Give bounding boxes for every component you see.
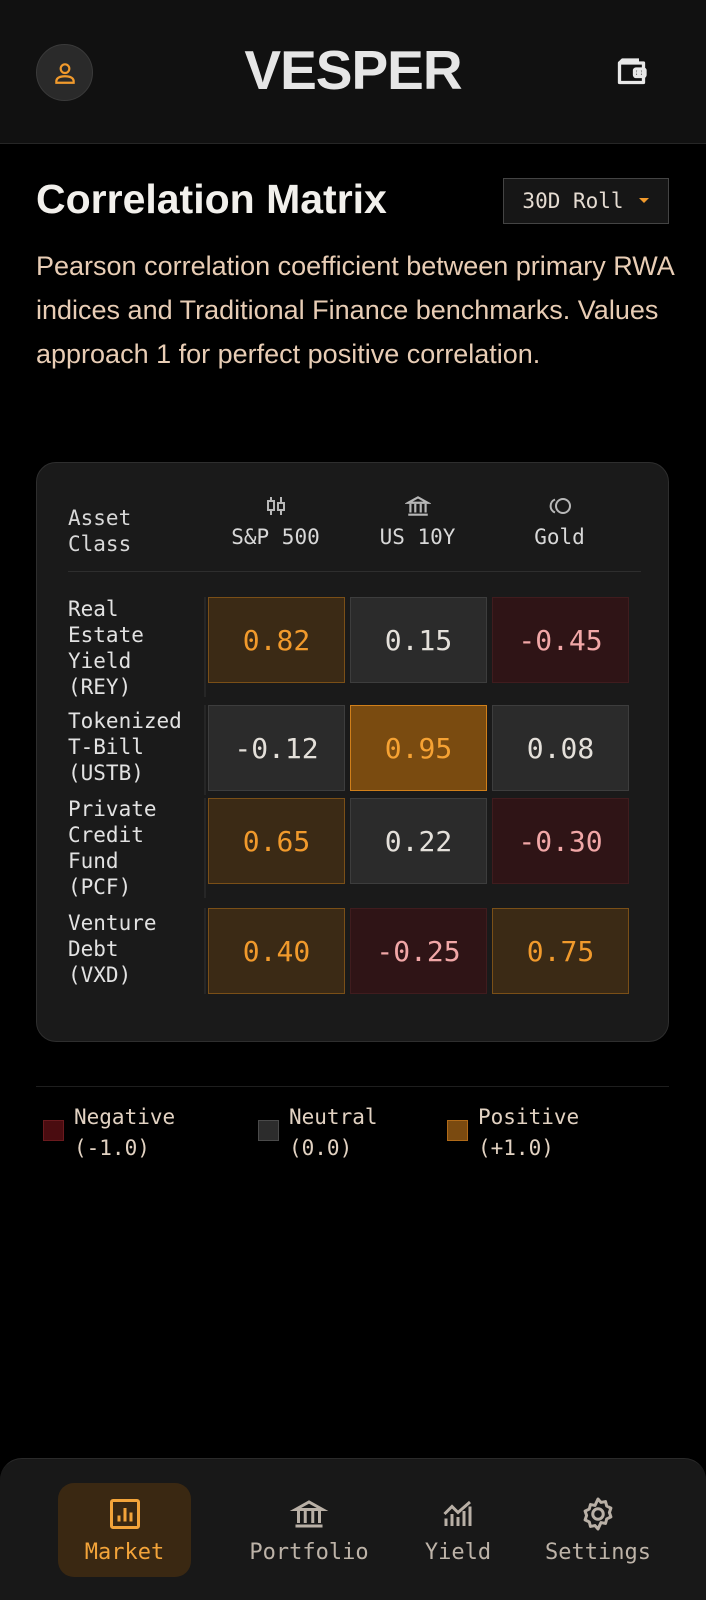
legend-swatch [447, 1120, 468, 1141]
corner-label: Asset Class [68, 506, 132, 556]
row-label-vxd: Venture Debt (VXD) [68, 911, 157, 987]
user-icon [54, 62, 75, 84]
candlestick-icon [266, 497, 285, 515]
period-value: 30D Roll [522, 189, 624, 213]
matrix-cell[interactable]: 0.15 [350, 597, 487, 683]
row-label-ustb: Tokenized T-Bill (USTB) [68, 709, 182, 785]
profile-button[interactable] [36, 44, 93, 101]
bank-icon [289, 1499, 329, 1527]
matrix-cell[interactable]: 0.82 [208, 597, 345, 683]
row-divider [204, 798, 206, 898]
legend-negative: Negative (-1.0) [43, 1102, 175, 1164]
gear-icon [583, 1497, 613, 1530]
row-divider [204, 908, 206, 994]
wallet-button[interactable] [613, 52, 653, 92]
bank-icon [404, 496, 431, 516]
matrix-cell[interactable]: -0.12 [208, 705, 345, 791]
nav-settings[interactable]: Settings [536, 1483, 660, 1577]
nav-portfolio[interactable]: Portfolio [244, 1483, 374, 1577]
brand-title: VESPER [244, 39, 462, 101]
page-description: Pearson correlation coefficient between … [36, 251, 674, 369]
legend-swatch [43, 1120, 64, 1141]
app-header: VESPER [0, 0, 706, 144]
matrix-cell[interactable]: 0.40 [208, 908, 345, 994]
chevron-down-icon [638, 198, 649, 203]
legend-positive: Positive (+1.0) [447, 1102, 579, 1164]
row-label-pcf: Private Credit Fund (PCF) [68, 797, 157, 899]
legend-divider [36, 1086, 669, 1087]
header-divider [68, 571, 641, 572]
legend-neutral: Neutral (0.0) [258, 1102, 378, 1164]
nav-market[interactable]: Market [58, 1483, 191, 1577]
matrix-cell[interactable]: 0.95 [350, 705, 487, 791]
matrix-cell[interactable]: 0.22 [350, 798, 487, 884]
wallet-icon [617, 58, 647, 85]
column-header-us10y: US 10Y [349, 491, 486, 549]
row-divider [204, 705, 206, 795]
row-label-rey: Real Estate Yield (REY) [68, 597, 144, 699]
bottom-navigation: Market Portfolio Yield Settings [0, 1458, 706, 1600]
coins-icon [549, 498, 571, 514]
correlation-matrix-card: Asset Class S&P 500 US 10Y Gold Real Est… [36, 462, 669, 1042]
bar-chart-icon [109, 1498, 140, 1529]
trend-chart-icon [443, 1500, 472, 1526]
column-header-sp500: S&P 500 [207, 491, 344, 549]
matrix-cell[interactable]: -0.30 [492, 798, 629, 884]
page-title: Correlation Matrix [36, 176, 387, 222]
matrix-cell[interactable]: -0.25 [350, 908, 487, 994]
period-dropdown[interactable]: 30D Roll [503, 178, 669, 224]
column-header-gold: Gold [491, 491, 628, 549]
matrix-cell[interactable]: 0.08 [492, 705, 629, 791]
nav-yield[interactable]: Yield [410, 1483, 506, 1577]
matrix-cell[interactable]: 0.75 [492, 908, 629, 994]
legend-swatch [258, 1120, 279, 1141]
matrix-cell[interactable]: 0.65 [208, 798, 345, 884]
matrix-cell[interactable]: -0.45 [492, 597, 629, 683]
row-divider [204, 597, 206, 697]
